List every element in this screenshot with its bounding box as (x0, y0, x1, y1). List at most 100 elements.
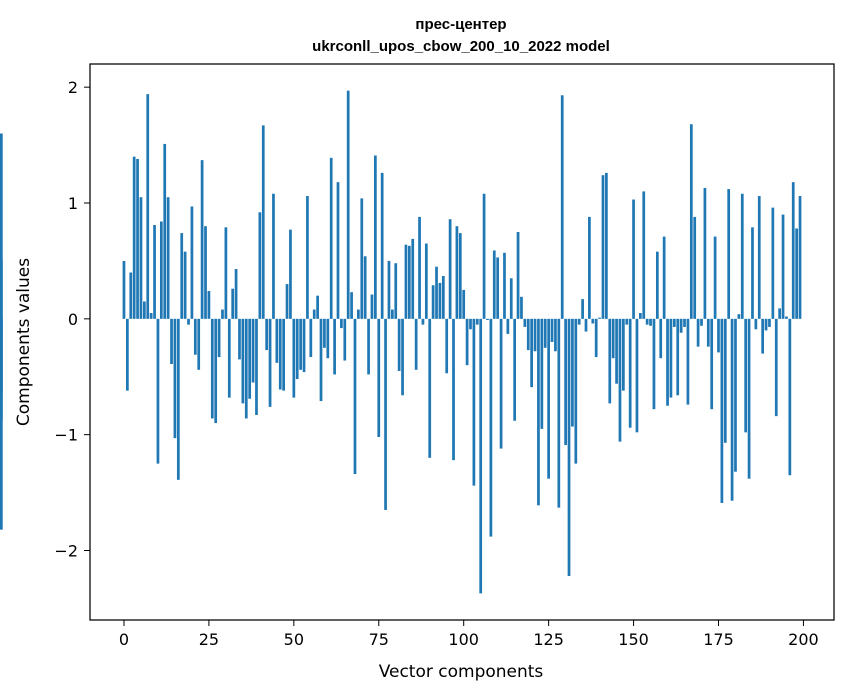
bar (441, 275, 445, 319)
bar (672, 318, 676, 327)
bar (370, 294, 374, 319)
bar (509, 278, 513, 319)
bar (261, 125, 265, 319)
bar (452, 318, 455, 461)
bar (526, 318, 530, 351)
bar (387, 260, 391, 319)
bar (608, 318, 612, 404)
bar (282, 318, 285, 391)
bar (652, 318, 656, 410)
bar (581, 299, 584, 319)
bar (492, 250, 496, 319)
bar (567, 318, 571, 576)
bar (285, 284, 289, 319)
bar (744, 318, 748, 433)
bar (520, 296, 523, 319)
x-tick-label: 125 (533, 630, 564, 649)
bar (435, 266, 438, 319)
bar (0, 318, 3, 530)
bar (642, 191, 646, 319)
bar (615, 318, 618, 384)
bar (258, 212, 262, 319)
bar (503, 252, 506, 319)
bar (200, 160, 204, 319)
bar (713, 236, 717, 319)
x-tick-label: 150 (618, 630, 649, 649)
bar (159, 221, 163, 319)
bar (319, 318, 323, 402)
bar (136, 158, 139, 319)
bar (571, 318, 574, 427)
bar (560, 95, 564, 319)
bar (143, 301, 146, 319)
y-tick-label: 0 (68, 310, 78, 329)
bar (540, 318, 544, 429)
bar (764, 318, 768, 331)
bar (149, 313, 153, 319)
bar (740, 193, 744, 319)
bar (204, 226, 207, 319)
bar (462, 289, 466, 319)
bar (584, 318, 588, 332)
bar (554, 318, 557, 352)
bar (190, 206, 194, 319)
bar (193, 318, 197, 355)
bar (166, 197, 170, 319)
bar (299, 318, 302, 370)
bar (438, 282, 442, 319)
bar (153, 225, 156, 319)
bar (336, 182, 340, 319)
bar (791, 182, 795, 319)
bar (312, 309, 316, 319)
bar (428, 318, 432, 458)
bar (360, 198, 364, 319)
bar (788, 318, 792, 476)
bar (795, 228, 798, 319)
bar (146, 94, 150, 319)
bar (659, 318, 663, 359)
y-axis-label: Components values (14, 258, 34, 426)
bar (384, 318, 387, 510)
bar (234, 269, 238, 319)
bar (771, 207, 775, 319)
bar (424, 243, 428, 319)
bar (591, 318, 595, 324)
bar (489, 318, 493, 537)
bar (238, 318, 241, 360)
bar (774, 318, 778, 417)
bar (594, 318, 598, 358)
bar (411, 238, 415, 319)
bar (754, 318, 758, 330)
x-tick-label: 50 (284, 630, 304, 649)
bar (129, 272, 133, 319)
bar (751, 227, 754, 319)
bar (292, 318, 296, 398)
bar (605, 172, 608, 319)
bar (295, 318, 299, 380)
bar (455, 226, 459, 319)
x-tick-label: 25 (199, 630, 219, 649)
bar (465, 318, 469, 366)
bar (156, 318, 160, 464)
bar (669, 318, 673, 398)
bar (391, 309, 394, 319)
bar (122, 260, 126, 319)
chart-title: прес-центер (415, 16, 506, 33)
bar (737, 314, 741, 319)
bar (333, 318, 336, 375)
bar (323, 318, 326, 348)
bar (757, 196, 761, 319)
bar (550, 318, 554, 342)
bars-group (0, 90, 802, 594)
bar (781, 214, 785, 319)
bar (132, 156, 136, 319)
bar (251, 318, 255, 383)
bar (710, 318, 714, 410)
bar (622, 318, 625, 391)
x-tick-label: 75 (369, 630, 389, 649)
chart-subtitle: ukrconll_upos_cbow_200_10_2022 model (312, 38, 610, 55)
y-tick-label: −2 (54, 542, 78, 561)
bar (350, 292, 353, 319)
bar (343, 318, 347, 361)
bar (516, 231, 520, 319)
